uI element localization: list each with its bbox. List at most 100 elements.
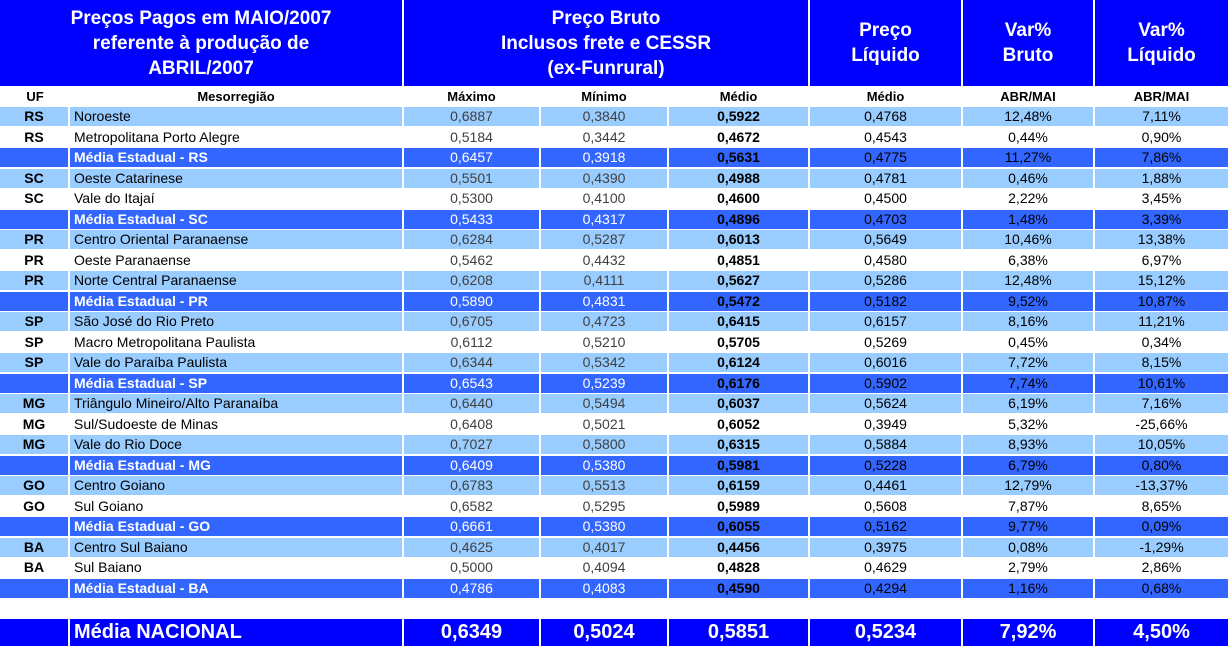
med-cell: 0,4590: [669, 579, 808, 598]
var-bruto-cell: 5,32%: [1008, 416, 1048, 432]
preco-bruto-header: Preço Bruto Inclusos frete e CESSR (ex-F…: [404, 0, 808, 86]
min-cell: 0,5295: [582, 498, 626, 514]
med-cell: 0,4988: [669, 169, 808, 188]
uf-cell: [0, 148, 68, 167]
min-cell: 0,5380: [541, 517, 667, 536]
uf-cell: BA: [0, 538, 68, 557]
med-cell: 0,6315: [669, 435, 808, 454]
mesoregion-cell: Metropolitana Porto Alegre: [74, 129, 240, 145]
max-cell: 0,5433: [404, 210, 539, 229]
table-row: RS Noroeste 0,6887 0,3840 0,5922 0,4768 12,48%…: [0, 107, 1228, 126]
var-bruto-cell: 11,27%: [963, 148, 1093, 167]
table-row: GO Sul Goiano 0,6582 0,5295 0,5989 0,5608 7,87…: [0, 497, 1228, 516]
mesoregion-cell: Vale do Rio Doce: [70, 435, 402, 454]
liq-cell: 0,4461: [810, 476, 961, 495]
mesoregion-cell: Sul Goiano: [74, 498, 144, 514]
uf-cell: SC: [24, 190, 44, 206]
uf-cell: PR: [0, 271, 68, 290]
med-cell: 0,6037: [669, 394, 808, 413]
med-cell: 0,6415: [669, 312, 808, 331]
table-row: BA Sul Baiano 0,5000 0,4094 0,4828 0,4629 2,79…: [0, 558, 1228, 577]
uf-cell: GO: [23, 498, 45, 514]
var-liquido-cell: 7,11%: [1095, 107, 1228, 126]
var-liquido-cell: -25,66%: [1135, 416, 1188, 432]
var-liquido-cell: 0,34%: [1141, 334, 1182, 350]
var-bruto-cell: 1,48%: [963, 210, 1093, 229]
liq-cell: 0,5902: [810, 374, 961, 393]
liquido-line-1: Preço: [859, 20, 912, 41]
max-cell: 0,5184: [450, 129, 493, 145]
med-cell: 0,4896: [669, 210, 808, 229]
col-med-header: Médio: [719, 89, 758, 104]
state-average-row: Média Estadual - PR 0,5890 0,4831 0,5472 0,5…: [0, 292, 1228, 311]
min-cell: 0,5800: [541, 435, 667, 454]
mesoregion-cell: Centro Sul Baiano: [70, 538, 402, 557]
var-bruto-cell: 0,08%: [963, 538, 1093, 557]
var-liquido-cell: -1,29%: [1095, 538, 1228, 557]
med-cell: 0,6052: [717, 416, 760, 432]
max-cell: 0,6440: [404, 394, 539, 413]
max-cell: 0,5462: [450, 252, 493, 268]
max-cell: 0,6543: [404, 374, 539, 393]
national-label: Média NACIONAL: [70, 619, 402, 646]
var-liquido-cell: 8,65%: [1141, 498, 1182, 514]
med-cell: 0,5989: [717, 498, 760, 514]
table-row: RS Metropolitana Porto Alegre 0,5184 0,3442…: [0, 128, 1228, 147]
uf-cell: SP: [24, 334, 44, 350]
var-bruto-cell: 2,22%: [1008, 190, 1048, 206]
mesoregion-cell: Triângulo Mineiro/Alto Paranaíba: [70, 394, 402, 413]
max-cell: 0,6705: [404, 312, 539, 331]
table-row: SC Oeste Catarinese 0,5501 0,4390 0,4988 0,47…: [0, 169, 1228, 188]
mesoregion-cell: Oeste Paranaense: [74, 252, 191, 268]
table-row: BA Centro Sul Baiano 0,4625 0,4017 0,4456 0,3…: [0, 538, 1228, 557]
max-cell: 0,5501: [404, 169, 539, 188]
col-liq-header: Médio: [866, 89, 905, 104]
liq-cell: 0,5624: [810, 394, 961, 413]
max-cell: 0,4625: [404, 538, 539, 557]
var-liquido-cell: 0,09%: [1095, 517, 1228, 536]
max-cell: 0,5890: [404, 292, 539, 311]
max-cell: 0,5000: [450, 559, 493, 575]
med-cell: 0,5922: [669, 107, 808, 126]
med-cell: 0,4600: [717, 190, 760, 206]
liq-cell: 0,4629: [864, 559, 907, 575]
mesoregion-cell: Média Estadual - BA: [70, 579, 402, 598]
min-cell: 0,4083: [541, 579, 667, 598]
national-med: 0,5851: [669, 619, 808, 646]
state-average-row: Média Estadual - SP 0,6543 0,5239 0,6176 0,5…: [0, 374, 1228, 393]
max-cell: 0,6457: [404, 148, 539, 167]
var-liquido-cell: 0,90%: [1141, 129, 1182, 145]
min-cell: 0,5494: [541, 394, 667, 413]
var-bruto-cell: 6,38%: [1008, 252, 1048, 268]
var-liquido-cell: 8,15%: [1095, 353, 1228, 372]
max-cell: 0,6887: [404, 107, 539, 126]
med-cell: 0,5631: [669, 148, 808, 167]
var-liquido-line-2: Líquido: [1127, 45, 1196, 66]
col-min-header: Mínimo: [581, 89, 627, 104]
min-cell: 0,5287: [541, 230, 667, 249]
var-bruto-cell: 7,87%: [1008, 498, 1048, 514]
liq-cell: 0,3949: [864, 416, 907, 432]
national-min: 0,5024: [541, 619, 667, 646]
var-bruto-cell: 1,16%: [963, 579, 1093, 598]
var-liquido-cell: 10,05%: [1095, 435, 1228, 454]
var-liquido-cell: 7,16%: [1095, 394, 1228, 413]
mesoregion-cell: Média Estadual - SP: [70, 374, 402, 393]
state-average-row: Média Estadual - BA 0,4786 0,4083 0,4590 0,4…: [0, 579, 1228, 598]
national-vb: 7,92%: [963, 619, 1093, 646]
var-liquido-cell: 15,12%: [1095, 271, 1228, 290]
max-cell: 0,6661: [404, 517, 539, 536]
min-cell: 0,4100: [582, 190, 626, 206]
col-vb-header: ABR/MAI: [1000, 89, 1056, 104]
national-uf-cell: [0, 619, 68, 646]
var-liquido-cell: 0,80%: [1095, 456, 1228, 475]
max-cell: 0,6344: [404, 353, 539, 372]
uf-cell: [0, 579, 68, 598]
var-liquido-cell: 6,97%: [1141, 252, 1182, 268]
var-bruto-cell: 0,46%: [963, 169, 1093, 188]
uf-cell: BA: [23, 559, 45, 575]
table-row: PR Norte Central Paranaense 0,6208 0,4111 0,…: [0, 271, 1228, 290]
uf-cell: [0, 456, 68, 475]
table-row: GO Centro Goiano 0,6783 0,5513 0,6159 0,4461 1…: [0, 476, 1228, 495]
max-cell: 0,6284: [404, 230, 539, 249]
